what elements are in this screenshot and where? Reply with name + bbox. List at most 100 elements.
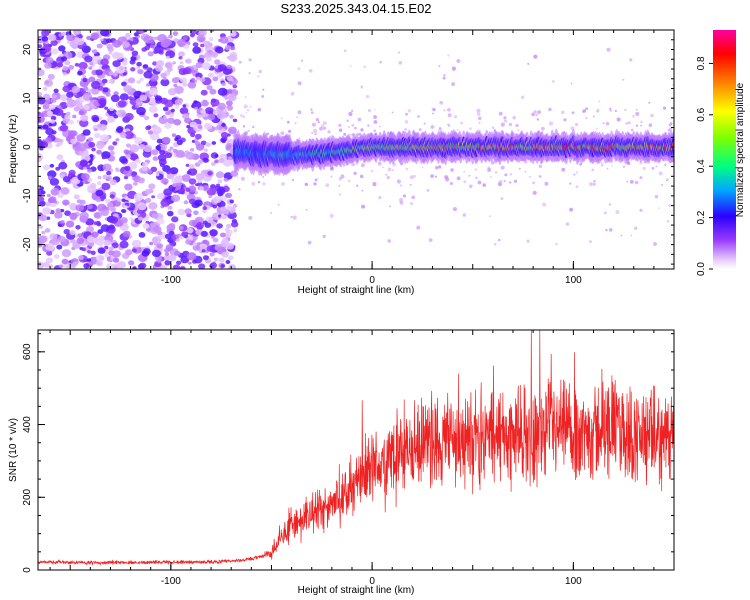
noise-blob <box>38 44 43 49</box>
noise-blob <box>97 241 104 247</box>
noise-blob <box>173 175 183 183</box>
noise-blob <box>165 62 173 69</box>
noise-blob <box>192 242 198 247</box>
noise-blob <box>91 147 96 152</box>
faint-dot <box>541 126 545 131</box>
noise-blob <box>225 242 235 250</box>
noise-blob <box>43 79 54 87</box>
noise-blob <box>157 192 165 200</box>
noise-blob <box>108 224 115 230</box>
noise-blob <box>142 161 149 168</box>
faint-dot <box>431 107 434 110</box>
faint-dot <box>240 114 244 118</box>
noise-blob <box>59 94 69 102</box>
noise-blob <box>98 98 107 105</box>
noise-blob <box>109 179 117 186</box>
faint-dot <box>454 115 458 119</box>
noise-blob <box>149 241 154 246</box>
noise-blob <box>131 50 139 56</box>
noise-blob <box>229 31 237 37</box>
faint-dot <box>310 111 314 114</box>
noise-blob <box>170 108 175 113</box>
noise-blob <box>152 126 162 135</box>
faint-dot <box>447 108 451 112</box>
noise-blob <box>46 216 51 220</box>
faint-dot <box>248 58 252 62</box>
noise-blob <box>221 251 229 258</box>
noise-blob <box>53 88 59 94</box>
noise-blob <box>160 72 167 79</box>
colorbar-tick-label: 0.6 <box>696 107 707 121</box>
noise-blob <box>86 258 92 262</box>
noise-blob <box>156 60 165 67</box>
faint-dot <box>634 226 638 230</box>
noise-blob <box>182 82 188 87</box>
faint-dot <box>358 132 362 136</box>
noise-blob <box>210 221 217 227</box>
faint-dot <box>248 72 251 75</box>
noise-blob <box>123 168 133 177</box>
noise-blob <box>84 55 93 63</box>
faint-dot <box>498 180 503 184</box>
noise-blob <box>116 198 121 202</box>
noise-blob <box>159 144 168 151</box>
noise-blob <box>112 60 121 68</box>
noise-blob <box>227 93 237 102</box>
noise-blob <box>228 54 238 62</box>
noise-blob <box>61 31 66 36</box>
noise-blob <box>195 76 201 81</box>
noise-blob <box>132 181 138 186</box>
faint-dot <box>397 51 401 54</box>
noise-blob <box>197 125 203 129</box>
noise-blob <box>167 67 173 72</box>
faint-dot <box>508 122 513 127</box>
noise-blob <box>88 141 96 148</box>
noise-blob <box>109 150 115 156</box>
noise-blob <box>49 163 55 168</box>
noise-blob <box>56 154 64 161</box>
noise-blob <box>187 168 198 176</box>
noise-blob <box>38 118 41 123</box>
faint-dot <box>662 106 667 110</box>
noise-blob <box>39 214 48 222</box>
faint-dot <box>307 240 312 245</box>
noise-blob <box>184 117 191 124</box>
faint-dot <box>614 109 617 112</box>
noise-blob <box>199 77 206 82</box>
faint-dot <box>301 59 303 62</box>
noise-blob <box>108 79 114 84</box>
faint-dot <box>493 243 497 246</box>
faint-dot <box>257 108 261 112</box>
noise-blob <box>218 72 224 77</box>
noise-blob <box>89 62 94 66</box>
noise-blob <box>137 263 145 269</box>
faint-dot <box>288 129 292 133</box>
noise-blob <box>64 210 71 216</box>
faint-dot <box>240 176 245 181</box>
y-tick-label: 20 <box>22 44 33 56</box>
faint-dot <box>325 183 330 188</box>
noise-blob <box>167 88 177 96</box>
noise-blob <box>174 99 183 106</box>
faint-dot <box>508 181 512 184</box>
noise-blob <box>115 168 121 173</box>
faint-dot <box>258 69 262 74</box>
noise-blob <box>166 55 170 60</box>
faint-dot <box>402 194 407 198</box>
faint-dot <box>351 109 354 113</box>
noise-blob <box>176 139 183 146</box>
faint-dot <box>361 189 364 192</box>
faint-dot <box>353 171 357 175</box>
noise-blob <box>143 70 153 79</box>
noise-blob <box>196 143 205 151</box>
noise-blob <box>200 43 205 48</box>
faint-dot <box>423 122 426 125</box>
noise-blob <box>48 34 57 42</box>
noise-blob <box>42 44 52 53</box>
faint-dot <box>286 120 290 124</box>
faint-dot <box>608 228 613 232</box>
faint-dot <box>489 215 491 218</box>
snr-series-line <box>38 330 674 566</box>
faint-dot <box>569 207 573 212</box>
faint-dot <box>615 210 620 215</box>
